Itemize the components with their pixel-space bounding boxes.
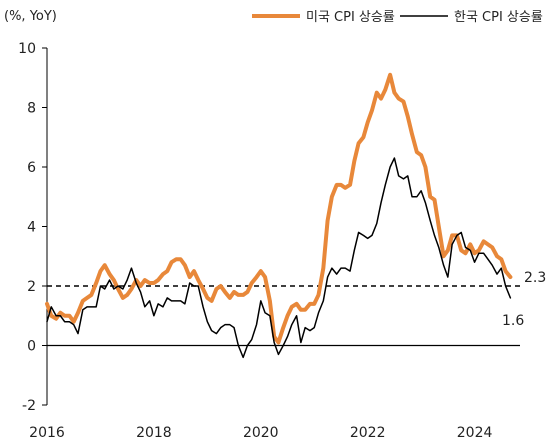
legend-label-kr-cpi: 한국 CPI 상승률 [454,10,543,25]
y-tick-label: 6 [27,160,36,176]
x-tick-label: 2018 [136,425,172,441]
y-tick-label: 10 [18,41,36,57]
series-line-us-cpi [45,72,513,345]
end-value-label-us-cpi: 2.3 [524,270,546,286]
x-tick-label: 2020 [243,425,279,441]
y-axis: -2 0 2 4 6 8 10 [18,41,48,414]
legend: 미국 CPI 상승률 한국 CPI 상승률 [252,10,543,25]
end-value-label-kr-cpi: 1.6 [502,313,524,329]
y-tick-label: 8 [27,101,36,117]
x-tick-label: 2022 [350,425,386,441]
y-tick-label: 4 [27,220,36,236]
y-unit-label: (%, YoY) [4,9,57,24]
y-tick-label: 0 [27,339,36,355]
x-tick-label: 2024 [457,425,493,441]
series-line-kr-cpi [46,157,512,359]
y-tick-label: -2 [22,398,36,414]
series-layer [45,72,513,359]
x-tick-label: 2016 [29,425,65,441]
y-tick-label: 2 [27,279,36,295]
legend-label-us-cpi: 미국 CPI 상승률 [306,10,395,25]
x-axis: 2016 2018 2020 2022 2024 [29,344,520,441]
